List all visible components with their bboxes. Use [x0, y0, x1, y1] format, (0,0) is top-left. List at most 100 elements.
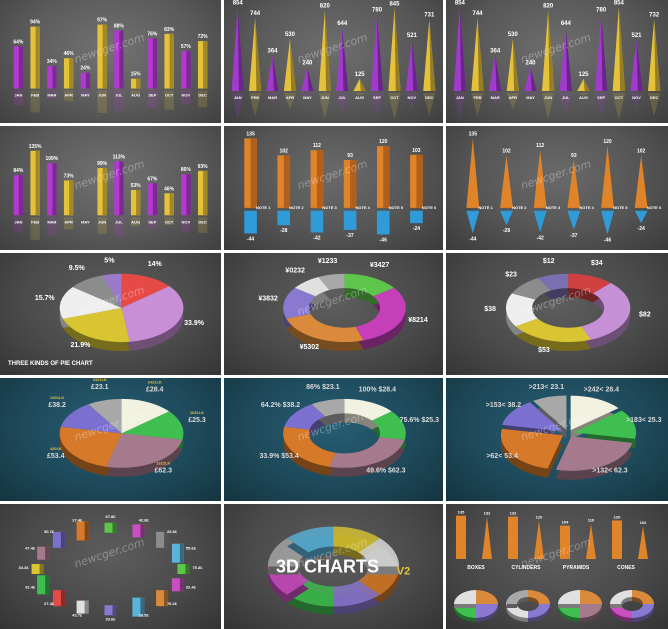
ring-segment	[287, 580, 334, 607]
summary-bar	[612, 520, 622, 559]
tick-label: NOTE 5	[389, 205, 404, 210]
slice-label: >132< 62.3	[592, 468, 628, 475]
chart-thumbnail: 100% $28.4 75.6% $25.3 49.6% $62.3 33.9% $5…	[224, 378, 443, 501]
slice-label: 21.9%	[71, 342, 92, 349]
tick-label: MAY	[526, 95, 535, 100]
data-label: 732	[649, 12, 660, 18]
tick-label: NOTE 6	[647, 205, 662, 210]
cone-shade	[477, 18, 484, 92]
bar-side	[69, 58, 74, 89]
slice-label: >213< 23.1	[529, 384, 565, 391]
tick-label: OCT	[165, 93, 174, 98]
data-label: 72%	[198, 34, 209, 40]
data-label: 521	[407, 33, 418, 39]
segment-label: 55.6£	[186, 545, 197, 550]
slice	[555, 436, 633, 471]
tick-label: OCT	[390, 95, 399, 100]
data-label: -24	[413, 226, 420, 232]
slice	[60, 404, 122, 434]
negative-cone	[567, 210, 581, 230]
tick-label: APR	[64, 219, 73, 224]
summary-cone	[638, 526, 648, 559]
data-label: -44	[469, 236, 476, 242]
tick-label: DEC	[198, 93, 207, 98]
category-label: CYLINDERS	[512, 565, 542, 571]
segment-label: 27.4£	[72, 518, 83, 523]
data-label: 64%	[13, 39, 24, 45]
bar-side	[169, 33, 174, 89]
segment-block-side	[185, 564, 190, 574]
data-label: 46%	[164, 186, 175, 192]
slice-label: >242< 28.4	[584, 386, 620, 393]
chart-thumbnail: 135 NOTE 1 -44 102 NOTE 2 -28 112 NOTE 3 -42 93 NO…	[224, 126, 443, 250]
bar-side	[35, 150, 40, 216]
bar-side	[152, 38, 158, 89]
data-label: 67%	[147, 176, 158, 182]
data-label: 84%	[13, 168, 24, 174]
slice-label: $34	[591, 260, 603, 267]
bar	[13, 46, 24, 89]
cone-shade	[394, 8, 401, 92]
segment-block	[31, 564, 44, 574]
data-label: -24	[638, 226, 645, 232]
positive-cone	[601, 146, 614, 208]
cone-reflection	[541, 93, 555, 120]
chart-thumbnail: 75.3£ 32.4£ 76.2£ 26.5£ 33.6£ 42.7£ 27.4£ 32.4£…	[0, 504, 221, 629]
ring-segment	[333, 580, 380, 607]
slice-label: >62< 53.4	[486, 453, 518, 460]
data-label: 120	[379, 139, 388, 145]
segment-label: 23.6£	[167, 529, 178, 534]
slice-label: 14%	[148, 261, 163, 268]
chart-canvas: 135 NOTE 1 -44 102 NOTE 2 -28 112 NOTE 3 -42 93 NO…	[466, 131, 662, 244]
bar-reflection	[164, 217, 174, 225]
segment-block-side	[112, 522, 117, 533]
segment-block-side	[60, 531, 65, 548]
chart-thumbnail: 854 JAN 744 FEB 364 MAR 530 APR 240 MAY 820 JUN 644 J…	[446, 0, 668, 123]
data-label: 99%	[97, 161, 108, 167]
slice-label: $53	[538, 347, 550, 354]
data-label: 854	[455, 0, 466, 6]
data-label: 113%	[113, 154, 126, 160]
summary-bar	[508, 516, 518, 559]
chart-thumbnail: 854 JAN 744 FEB 364 MAR 530 APR 240 MAY 820 JUN 644 J…	[224, 0, 443, 123]
data-label: 132	[510, 511, 517, 516]
tick-label: NOTE 6	[422, 205, 437, 210]
segment-label: 33.6£	[105, 616, 116, 621]
negative-bar	[244, 210, 257, 234]
tick-label: SEP	[597, 95, 605, 100]
slice-label: 33.9%	[184, 320, 205, 327]
data-label: -37	[346, 233, 353, 239]
data-label: 364	[490, 48, 501, 54]
slice	[284, 404, 326, 430]
data-label: 112	[536, 143, 544, 149]
cone-reflection	[647, 93, 661, 117]
chart-thumbnail: 135 NOTE 1 -44 102 NOTE 2 -28 112 NOTE 3 -42 93 NO…	[446, 126, 668, 250]
bar-reflection	[181, 90, 191, 104]
mini-pie-slice	[632, 604, 654, 618]
slice-label: >153< 38.2	[486, 402, 522, 409]
data-label: 120	[603, 139, 612, 145]
tick-label: JUN	[544, 95, 552, 100]
cone-shade	[289, 39, 297, 92]
slice-label: ¥5302	[300, 344, 320, 351]
data-label: 93%	[198, 164, 209, 170]
bar-side	[203, 41, 208, 89]
data-label: 73%	[64, 173, 75, 179]
segment-label: 26.5£	[139, 612, 150, 617]
data-label: 780	[372, 8, 383, 14]
slice	[502, 402, 564, 432]
bar-reflection	[30, 90, 40, 113]
positive-bar-side	[350, 160, 357, 208]
chart-canvas: £28.4 2421LK £25.3 1631LK £62.3 1321LK £53.4 42…	[47, 378, 206, 477]
segment-block-side	[179, 578, 184, 592]
chart-thumbnail: >242< 28.4 >183< 25.3 >132< 62.3 >62< 53.4 >…	[446, 378, 668, 501]
tick-label: NOV	[632, 95, 641, 100]
bar-side	[169, 193, 174, 216]
data-label: 780	[596, 8, 607, 14]
ring-segment	[267, 538, 309, 567]
bar-reflection	[63, 90, 74, 102]
mini-pie-slice	[506, 590, 528, 604]
chart-canvas: 135 132 132 120 104 110 120 102 BOXES CYLINDERS PY…	[454, 510, 654, 622]
